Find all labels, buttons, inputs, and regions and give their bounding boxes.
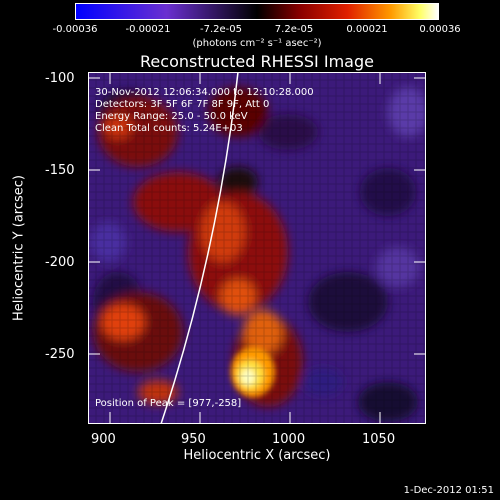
- pixel-grid: [88, 72, 426, 424]
- peak-position-label: Position of Peak = [977,-258]: [95, 398, 242, 409]
- timestamp: 1-Dec-2012 01:51: [403, 485, 494, 496]
- solar-limb-line: [160, 72, 239, 424]
- info-line-energy: Energy Range: 25.0 - 50.0 keV: [95, 111, 248, 122]
- info-line-counts: Clean Total counts: 5.24E+03: [95, 123, 243, 134]
- y-tick-label: -150: [45, 163, 75, 178]
- plot-title: Reconstructed RHESSI Image: [140, 52, 374, 71]
- y-tick-label: -200: [45, 255, 75, 270]
- y-tick-label: -250: [45, 347, 75, 362]
- colorbar-tick: -7.2e-05: [200, 24, 242, 35]
- x-axis-label: Heliocentric X (arcsec): [183, 448, 331, 463]
- colorbar-tick: -0.00021: [125, 24, 171, 35]
- colorbar: [75, 3, 439, 20]
- info-line-detectors: Detectors: 3F 5F 6F 7F 8F 9F, Att 0: [95, 99, 270, 110]
- colorbar-tick: -0.00036: [52, 24, 98, 35]
- y-tick-label: -100: [45, 71, 75, 86]
- image-plot: [88, 72, 426, 424]
- colorbar-unit-label: (photons cm⁻² s⁻¹ asec⁻²): [192, 38, 322, 49]
- info-line-time: 30-Nov-2012 12:06:34.000 to 12:10:28.000: [95, 87, 314, 98]
- colorbar-tick: 0.00036: [419, 24, 461, 35]
- x-tick-label: 900: [91, 432, 116, 447]
- rhessi-image: [88, 72, 426, 424]
- plot-border: [88, 72, 426, 424]
- x-tick-label: 1000: [272, 432, 306, 447]
- x-tick-label: 1050: [362, 432, 396, 447]
- x-tick-label: 950: [181, 432, 206, 447]
- colorbar-tick: 7.2e-05: [274, 24, 314, 35]
- axis-ticks: [88, 72, 426, 424]
- colorbar-tick: 0.00021: [346, 24, 388, 35]
- y-axis-label: Heliocentric Y (arcsec): [11, 175, 27, 321]
